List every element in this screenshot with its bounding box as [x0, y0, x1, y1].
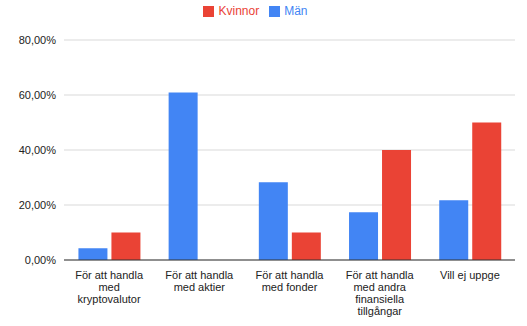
svg-text:Vill ej uppge: Vill ej uppge [440, 269, 500, 281]
svg-text:För att handlamed andrafinansi: För att handlamed andrafinansiellatillgå… [346, 269, 415, 317]
svg-text:För att handlamed aktier: För att handlamed aktier [165, 269, 234, 293]
svg-text:80,00%: 80,00% [19, 34, 57, 46]
svg-text:20,00%: 20,00% [19, 199, 57, 211]
svg-text:40,00%: 40,00% [19, 144, 57, 156]
svg-text:60,00%: 60,00% [19, 89, 57, 101]
svg-text:För att handlamedkryptovalutor: För att handlamedkryptovalutor [75, 269, 144, 305]
svg-text:0,00%: 0,00% [25, 254, 56, 266]
html-text:Kvinnor: Kvinnor [218, 4, 260, 18]
svg-text:För att handlamed fonder: För att handlamed fonder [256, 269, 325, 293]
html-text:Män: Män [284, 4, 308, 18]
